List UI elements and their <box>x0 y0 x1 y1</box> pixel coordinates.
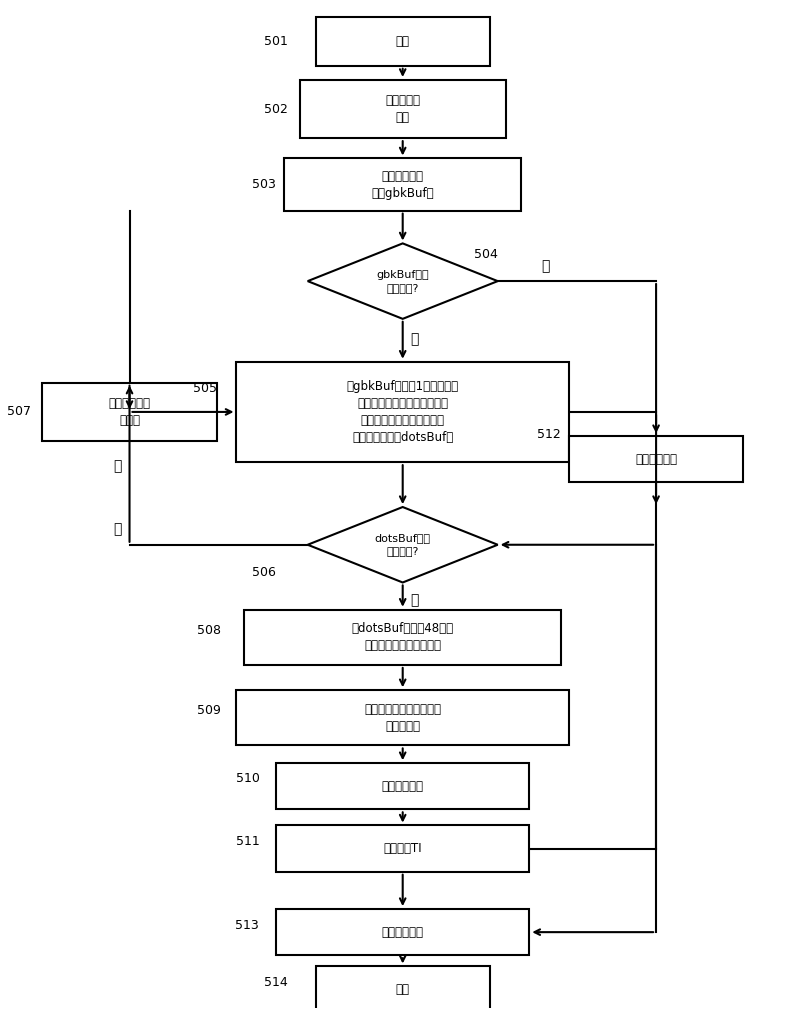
Bar <box>276 763 530 809</box>
Bar <box>315 17 490 66</box>
Text: 启动加热并等待加热器被
关闭的信号: 启动加热并等待加热器被 关闭的信号 <box>364 703 442 733</box>
Text: 显示打印结束: 显示打印结束 <box>635 453 677 466</box>
Polygon shape <box>308 507 498 582</box>
Text: 505: 505 <box>193 382 217 396</box>
Text: 结束: 结束 <box>396 983 410 996</box>
Text: 509: 509 <box>197 704 221 717</box>
Text: 将打印数据存
储到gbkBuf中: 将打印数据存 储到gbkBuf中 <box>371 170 434 200</box>
Text: 显示当前的打
印进度: 显示当前的打 印进度 <box>109 397 150 427</box>
Bar <box>284 158 522 211</box>
Text: 513: 513 <box>235 918 258 931</box>
Text: 512: 512 <box>538 428 561 441</box>
Bar <box>315 967 490 1009</box>
Text: 指令延时TI: 指令延时TI <box>383 843 422 856</box>
Polygon shape <box>308 243 498 319</box>
Bar <box>300 80 506 138</box>
Text: 507: 507 <box>6 406 30 419</box>
Text: 511: 511 <box>237 835 260 849</box>
Bar <box>237 690 569 746</box>
Text: 510: 510 <box>236 772 260 785</box>
Text: 否: 否 <box>410 593 418 607</box>
Text: 502: 502 <box>264 103 288 116</box>
Text: 步进电机走纸: 步进电机走纸 <box>382 780 424 793</box>
Text: 从gbkBuf中取出1行可容纳的
打印字符，读取对应字模并解
析得到可直接打印输出的象
素行数据存储到dotsBuf中: 从gbkBuf中取出1行可容纳的 打印字符，读取对应字模并解 析得到可直接打印输… <box>346 380 458 444</box>
Text: 504: 504 <box>474 248 498 261</box>
Text: 处理窗口初
始化: 处理窗口初 始化 <box>386 94 420 124</box>
Bar <box>244 609 561 665</box>
Text: 506: 506 <box>252 566 276 579</box>
Text: 501: 501 <box>264 35 288 48</box>
Text: 514: 514 <box>264 976 288 989</box>
Bar <box>276 909 530 956</box>
Bar <box>276 825 530 872</box>
Text: dotsBuf的数
据已取空?: dotsBuf的数 据已取空? <box>374 533 430 556</box>
Text: 否: 否 <box>410 332 418 346</box>
Bar <box>569 436 743 482</box>
Text: 508: 508 <box>197 624 221 637</box>
Text: 处理窗口退出: 处理窗口退出 <box>382 925 424 938</box>
Text: 是: 是 <box>114 523 122 537</box>
Text: gbkBuf的数
据已取空?: gbkBuf的数 据已取空? <box>376 269 429 293</box>
Bar <box>42 382 217 441</box>
Text: 503: 503 <box>252 178 276 191</box>
Text: 是: 是 <box>114 459 122 473</box>
Text: 是: 是 <box>541 259 550 273</box>
Text: 开始: 开始 <box>396 35 410 48</box>
Bar <box>237 361 569 462</box>
Text: 从dotsBuf中取出48字节
并移位发送到打印头缓存: 从dotsBuf中取出48字节 并移位发送到打印头缓存 <box>352 623 454 653</box>
